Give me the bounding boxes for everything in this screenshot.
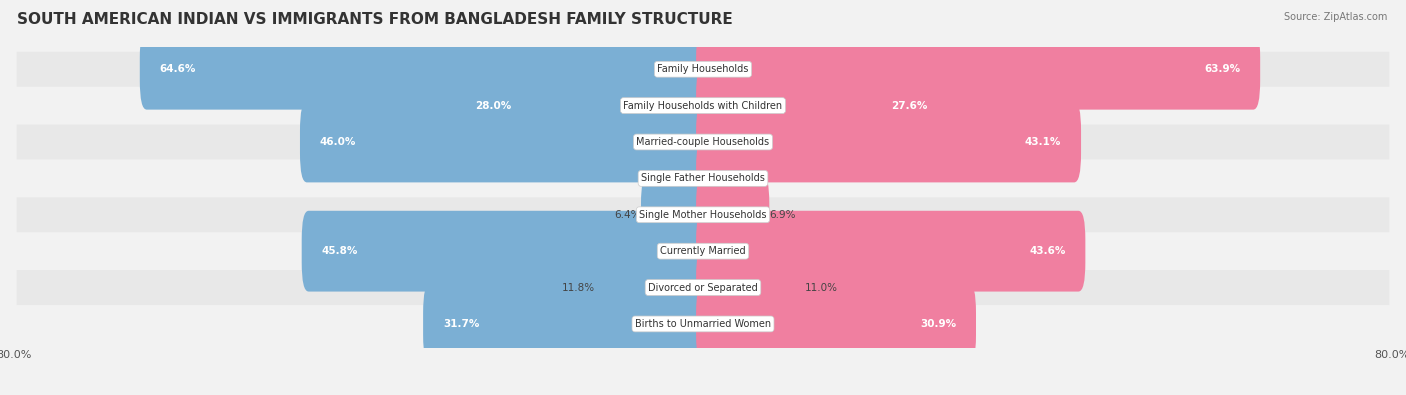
Text: Source: ZipAtlas.com: Source: ZipAtlas.com xyxy=(1284,12,1388,22)
FancyBboxPatch shape xyxy=(641,175,710,255)
FancyBboxPatch shape xyxy=(423,284,710,364)
FancyBboxPatch shape xyxy=(696,29,1260,110)
Text: Single Mother Households: Single Mother Households xyxy=(640,210,766,220)
Text: Divorced or Separated: Divorced or Separated xyxy=(648,282,758,293)
Text: 6.4%: 6.4% xyxy=(614,210,641,220)
Text: 30.9%: 30.9% xyxy=(920,319,956,329)
FancyBboxPatch shape xyxy=(696,211,1085,292)
FancyBboxPatch shape xyxy=(696,284,976,364)
FancyBboxPatch shape xyxy=(17,161,1389,196)
Text: 43.1%: 43.1% xyxy=(1025,137,1062,147)
Text: 2.3%: 2.3% xyxy=(650,173,676,183)
FancyBboxPatch shape xyxy=(17,270,1389,305)
Text: 11.8%: 11.8% xyxy=(561,282,595,293)
FancyBboxPatch shape xyxy=(696,138,728,219)
Text: Births to Unmarried Women: Births to Unmarried Women xyxy=(636,319,770,329)
FancyBboxPatch shape xyxy=(456,65,710,146)
FancyBboxPatch shape xyxy=(696,102,1081,182)
FancyBboxPatch shape xyxy=(302,211,710,292)
FancyBboxPatch shape xyxy=(17,234,1389,269)
FancyBboxPatch shape xyxy=(17,52,1389,87)
FancyBboxPatch shape xyxy=(17,88,1389,123)
FancyBboxPatch shape xyxy=(139,29,710,110)
FancyBboxPatch shape xyxy=(17,124,1389,160)
Text: Married-couple Households: Married-couple Households xyxy=(637,137,769,147)
Text: 31.7%: 31.7% xyxy=(443,319,479,329)
FancyBboxPatch shape xyxy=(696,247,804,328)
Text: 28.0%: 28.0% xyxy=(475,101,510,111)
Text: 27.6%: 27.6% xyxy=(891,101,928,111)
Text: Currently Married: Currently Married xyxy=(661,246,745,256)
FancyBboxPatch shape xyxy=(696,65,948,146)
FancyBboxPatch shape xyxy=(17,198,1389,232)
Text: 43.6%: 43.6% xyxy=(1029,246,1066,256)
FancyBboxPatch shape xyxy=(696,175,769,255)
Text: 45.8%: 45.8% xyxy=(322,246,359,256)
Text: Family Households: Family Households xyxy=(658,64,748,74)
FancyBboxPatch shape xyxy=(676,138,710,219)
Text: Family Households with Children: Family Households with Children xyxy=(623,101,783,111)
FancyBboxPatch shape xyxy=(595,247,710,328)
Text: 64.6%: 64.6% xyxy=(160,64,195,74)
Text: Single Father Households: Single Father Households xyxy=(641,173,765,183)
FancyBboxPatch shape xyxy=(299,102,710,182)
Text: SOUTH AMERICAN INDIAN VS IMMIGRANTS FROM BANGLADESH FAMILY STRUCTURE: SOUTH AMERICAN INDIAN VS IMMIGRANTS FROM… xyxy=(17,12,733,27)
Text: 46.0%: 46.0% xyxy=(319,137,356,147)
Text: 6.9%: 6.9% xyxy=(769,210,796,220)
Text: 11.0%: 11.0% xyxy=(804,282,838,293)
Text: 2.1%: 2.1% xyxy=(728,173,755,183)
Text: 63.9%: 63.9% xyxy=(1205,64,1240,74)
FancyBboxPatch shape xyxy=(17,307,1389,341)
